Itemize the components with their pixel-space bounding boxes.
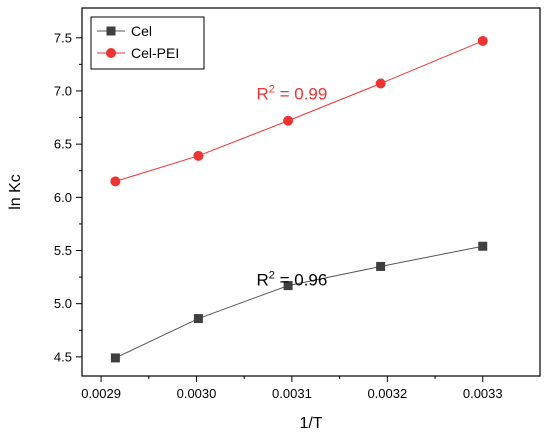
y-tick-label: 6.0 (54, 190, 72, 205)
y-tick-label: 5.5 (54, 243, 72, 258)
data-point (283, 115, 294, 126)
legend-label: Cel-PEI (131, 45, 179, 61)
x-tick-label: 0.0031 (272, 386, 312, 401)
data-point (375, 78, 386, 89)
data-point (283, 281, 293, 291)
legend-marker (106, 48, 116, 58)
r-squared-annotation: R2 = 0.99 (256, 83, 327, 103)
x-axis-title: 1/T (299, 415, 322, 432)
data-point (477, 35, 488, 46)
annotation-layer: R2 = 0.99 R2 = 0.96 (256, 83, 327, 289)
y-axis-title: ln Kc (7, 174, 24, 210)
data-point (110, 176, 121, 187)
data-point (193, 150, 204, 161)
x-tick-label: 0.0033 (463, 386, 503, 401)
y-tick-label: 4.5 (54, 349, 72, 364)
y-tick-label: 7.5 (54, 30, 72, 45)
x-tick-label: 0.0032 (367, 386, 407, 401)
plot-area-frame (81, 7, 541, 377)
legend-label: Cel (131, 23, 152, 39)
data-point (110, 353, 120, 363)
y-tick-label: 6.5 (54, 137, 72, 152)
x-tick-label: 0.0029 (81, 386, 121, 401)
x-tick-label: 0.0030 (177, 386, 217, 401)
legend: Cel Cel-PEI (90, 16, 205, 70)
series-layer (110, 35, 488, 363)
data-point (478, 241, 488, 251)
r-squared-annotation: R2 = 0.96 (256, 270, 327, 290)
legend-box (90, 16, 205, 70)
data-point (193, 314, 203, 324)
series-line-0 (115, 245, 483, 359)
legend-marker (106, 26, 116, 36)
y-tick-label: 5.0 (54, 296, 72, 311)
ticks-layer: 0.0029 0.0030 0.0031 0.0032 0.0033 4.5 5.0 5.5 6… (54, 30, 503, 401)
data-point (376, 261, 386, 271)
y-tick-label: 7.0 (54, 83, 72, 98)
